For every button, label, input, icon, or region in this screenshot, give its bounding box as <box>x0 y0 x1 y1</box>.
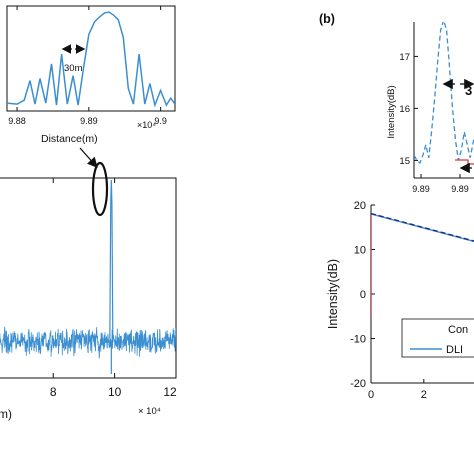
panel-a-inset: 9.88 9.89 9.9 ×10⁴ Distance(m) 30m <box>6 5 176 145</box>
panel-b-main-x-tick-label: 2 <box>421 389 427 401</box>
panel-b-inset-y-ticks: 15 16 17 <box>399 52 418 167</box>
panel-b-main-y-label: Intensity(dB) <box>326 259 340 329</box>
panel-b-main-series-line-0 <box>371 213 372 317</box>
panel-b-inset: (b) Intensity(dB) 15 16 17 9.89 9.89 3 <box>319 12 474 194</box>
panel-b-main-y-tick-label: -10 <box>350 334 366 346</box>
panel-b-inset-y-tick-label: 16 <box>399 104 410 115</box>
panel-a-main-ticks <box>52 178 177 378</box>
panel-b-main-y-ticks: 20 10 0 -10 -20 <box>350 200 375 390</box>
panel-a-main-x-tick-label: 10 <box>108 385 122 399</box>
panel-a-inset-x-tick-label: 9.9 <box>154 116 167 126</box>
legend-box <box>401 318 474 358</box>
panel-a-inset-trace <box>7 11 175 108</box>
panel-b-main-y-tick-label: -20 <box>350 378 366 390</box>
panel-b-inset-y-tick-label: 17 <box>399 52 410 63</box>
panel-b-main-y-tick-label: 0 <box>360 289 366 301</box>
panel-b-main-legend: Con DLI <box>401 318 474 358</box>
panel-b-inset-x-tick-label: 9.89 <box>451 184 469 194</box>
panel-a-main-x-tick-labels: 8 10 12 <box>50 385 177 399</box>
panel-a-main-peak-trace <box>109 179 114 374</box>
panel-b-inset-x-tick-label: 9.89 <box>412 184 430 194</box>
panel-b-label: (b) <box>319 12 335 26</box>
panel-b-main-y-tick-label: 10 <box>354 245 366 257</box>
panel-a-main: 8 10 12 × 10⁴ m) <box>0 161 177 421</box>
panel-b-inset-x-ticks: 9.89 9.89 <box>412 174 469 194</box>
panel-b-main-series <box>371 212 474 317</box>
panel-a-main-x-tick-label: 12 <box>163 385 177 399</box>
legend-entry-dli: DLI <box>446 344 463 356</box>
panel-a-inset-annotation: 30m <box>64 63 83 74</box>
panel-a-main-peak-ellipse <box>91 161 109 217</box>
panel-a-main-x-exponent: × 10⁴ <box>138 406 161 417</box>
panel-b-inset-y-tick-label: 15 <box>399 156 410 167</box>
panel-a-inset-x-label: Distance(m) <box>41 133 98 145</box>
panel-a-main-noise-trace <box>0 326 176 359</box>
panel-a-inset-x-exponent: ×10⁴ <box>137 120 156 130</box>
panel-a-leader-arrow <box>79 147 98 168</box>
panel-b-inset-red-marker <box>455 159 474 165</box>
panel-b-inset-y-label: Intensity(dB) <box>386 85 397 138</box>
panel-a-inset-frame <box>6 5 176 112</box>
panel-b-main-y-tick-label: 20 <box>354 200 366 212</box>
panel-a-inset-x-tick-label: 9.89 <box>80 116 98 126</box>
panel-b-inset-annotation: 3 <box>465 83 472 98</box>
panel-a-main-x-label: m) <box>0 407 12 421</box>
panel-a-inset-x-tick-label: 9.88 <box>8 116 26 126</box>
panel-a-inset-x-ticks: 9.88 9.89 9.9 <box>8 6 167 126</box>
panel-b-main-series-line-2 <box>371 212 474 242</box>
panel-b-main-x-tick-label: 0 <box>368 389 374 401</box>
legend-entry-con: Con <box>448 324 468 336</box>
panel-a-main-x-tick-label: 8 <box>50 385 57 399</box>
